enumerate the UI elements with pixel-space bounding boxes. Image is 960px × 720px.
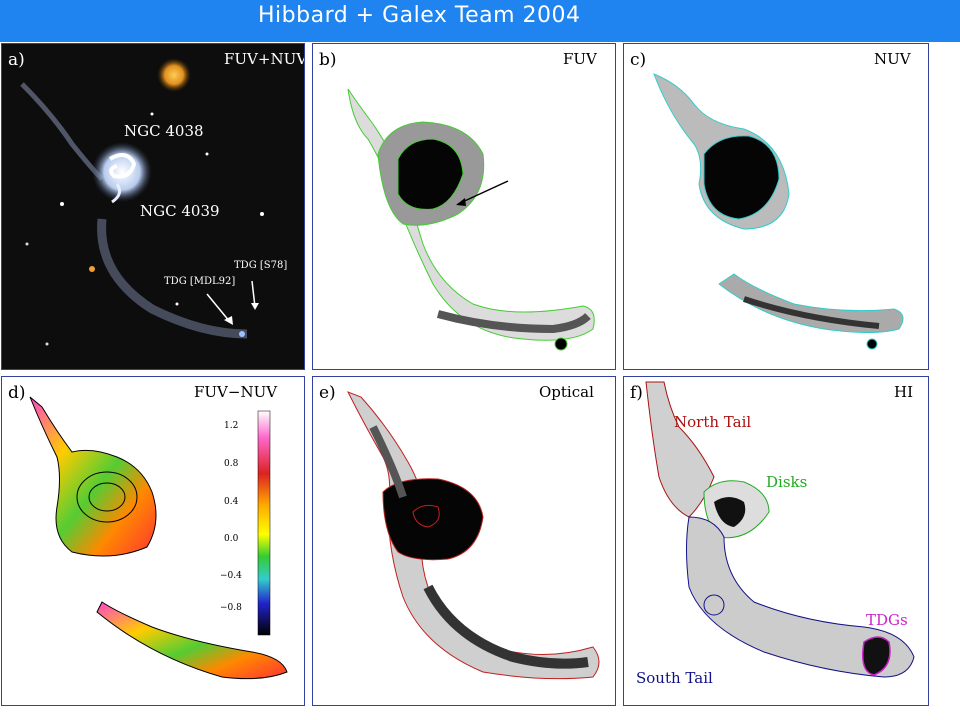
colorbar-tick-label: −0.4 [220,571,242,581]
tdg-mdl92-label: TDG [MDL92] [164,276,236,287]
colorbar-tick-label: 0.0 [224,534,239,544]
panel-e-letter: e) [319,383,336,403]
panel-f-hi-image: f) HI North Tail Disks TDGs South Tail [623,376,929,706]
panel-d-fuv-nuv-color-map: d) FUV−NUV 1.2 0.8 0.4 0.0 −0.4 −0.8 [1,376,305,706]
panel-d-letter: d) [8,383,26,403]
panel-b-fuv-image: b) FUV [312,43,616,370]
tdgs-label: TDGs [866,611,908,629]
panel-c-map [653,73,904,350]
panel-a-fuv-nuv-image: a) FUV+NUV NGC 4038 NGC 4039 TDG [S78] T… [1,43,305,370]
panel-a-letter: a) [8,50,25,70]
galaxy-label-ngc4039: NGC 4039 [140,202,220,220]
panel-f-band-label: HI [894,383,914,401]
panel-c-band-label: NUV [874,50,911,68]
colorbar-tick-label: 0.4 [224,497,239,507]
panel-e-optical-image: e) Optical [312,376,616,706]
colorbar-tick-label: 0.8 [224,459,239,469]
panel-e-band-label: Optical [539,383,594,401]
panel-c-letter: c) [630,50,647,70]
disks-label: Disks [766,473,808,491]
panel-f-map [645,381,915,678]
panel-b-map [347,88,595,351]
page-title: Hibbard + Galex Team 2004 [258,3,581,28]
panel-d-band-label: FUV−NUV [194,383,278,401]
panel-a-band-label: FUV+NUV [224,50,305,68]
south-tail-label: South Tail [636,669,713,687]
north-tail-label: North Tail [674,413,752,431]
panel-c-nuv-image: c) NUV [623,43,929,370]
panel-d-map [29,396,288,680]
panel-b-letter: b) [319,50,337,70]
panel-b-band-label: FUV [563,50,597,68]
title-banner: Hibbard + Galex Team 2004 [0,0,960,42]
panel-f-letter: f) [630,383,643,403]
panel-a-sky [20,58,264,346]
colorbar-tick-label: −0.8 [220,603,242,613]
colorbar-tick-label: 1.2 [224,421,239,431]
galaxy-label-ngc4038: NGC 4038 [124,122,204,140]
tdg-s78-label: TDG [S78] [234,260,288,271]
panel-e-map [346,391,600,680]
